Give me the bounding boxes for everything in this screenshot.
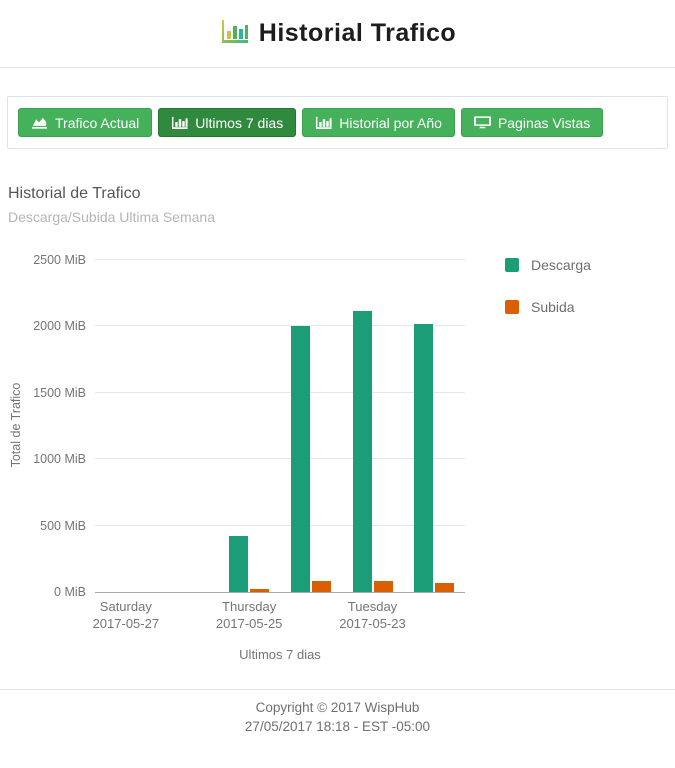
bar-chart-icon: [171, 116, 188, 130]
button-trafico-actual[interactable]: Trafico Actual: [18, 108, 153, 137]
bar-subida: [250, 589, 270, 592]
x-tick-label: Thursday 2017-05-25: [215, 599, 283, 631]
bar-subida: [373, 581, 393, 592]
monitor-icon: [473, 115, 491, 130]
x-tick-label: Tuesday 2017-05-23: [339, 599, 406, 631]
bar-chart-icon: [315, 116, 332, 130]
button-ultimos-7-dias[interactable]: Ultimos 7 dias: [158, 108, 297, 137]
legend-label: Descarga: [531, 257, 591, 273]
y-tick-label: 2500 MiB: [33, 253, 86, 267]
y-tick-label: 2000 MiB: [33, 319, 86, 334]
legend-item: Subida: [505, 299, 591, 315]
bar-descarga: [290, 326, 310, 592]
y-tick-label: 1000 MiB: [33, 452, 86, 467]
chart-subtitle: Descarga/Subida Ultima Semana: [8, 209, 215, 225]
gridline: [95, 325, 465, 327]
legend-item: Descarga: [505, 257, 591, 273]
legend-swatch: [505, 258, 519, 272]
gridline: [95, 524, 465, 526]
page-title: Historial Trafico: [258, 19, 457, 47]
x-axis-title: Ultimos 7 dias: [239, 647, 321, 662]
page-footer: Copyright © 2017 WispHub 27/05/2017 18:1…: [0, 689, 675, 736]
button-historial-por-anio[interactable]: Historial por Año: [302, 108, 455, 137]
button-label: Paginas Vistas: [497, 114, 591, 131]
footer-copyright: Copyright © 2017 WispHub: [255, 700, 420, 715]
traffic-history-icon: [219, 17, 250, 51]
legend-swatch: [505, 300, 519, 314]
bar-subida: [435, 582, 455, 592]
bar-descarga: [414, 324, 434, 592]
chart-title: Historial de Trafico: [8, 185, 141, 202]
button-label: Trafico Actual: [55, 114, 140, 131]
y-tick-label: 1500 MiB: [33, 385, 86, 400]
bar-subida: [311, 581, 331, 592]
toolbar-panel: Trafico Actual Ultimos 7 dias Historial …: [7, 96, 668, 149]
gridline: [95, 458, 465, 460]
chart-legend: Descarga Subida: [505, 257, 591, 341]
bar-descarga: [352, 311, 372, 592]
traffic-chart: Total de Trafico 0 MiB 500 MiB 1000 MiB 150…: [0, 235, 675, 671]
y-tick-label: 0 MiB: [54, 585, 86, 599]
page-header: Historial Trafico: [0, 0, 675, 67]
chart-section-head: Historial de Trafico Descarga/Subida Ult…: [8, 185, 675, 225]
button-label: Ultimos 7 dias: [195, 114, 284, 131]
plot-area: [95, 259, 465, 593]
area-chart-icon: [31, 116, 48, 130]
y-tick-label: 500 MiB: [40, 518, 86, 533]
x-tick-label: Saturday 2017-05-27: [92, 599, 160, 631]
gridline: [95, 259, 465, 260]
button-label: Historial por Año: [339, 114, 442, 131]
button-paginas-vistas[interactable]: Paginas Vistas: [460, 108, 604, 137]
footer-datetime: 27/05/2017 18:18 - EST -05:00: [244, 719, 431, 734]
gridline: [95, 391, 465, 393]
header-divider: [0, 67, 675, 68]
legend-label: Subida: [531, 299, 575, 315]
bar-descarga: [229, 535, 249, 592]
